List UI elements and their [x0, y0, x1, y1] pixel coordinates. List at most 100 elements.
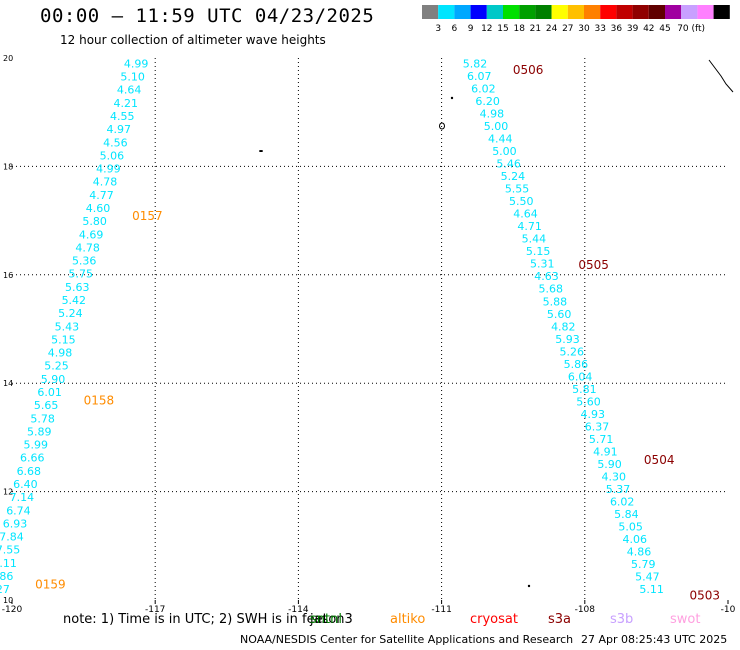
swh-value: 5.99 [23, 439, 48, 452]
swh-value: 6.04 [568, 370, 593, 383]
scale-swatch [438, 5, 455, 19]
footer-timestamp: 27 Apr 08:25:43 UTC 2025 [581, 633, 728, 646]
swh-value: 4.86 [627, 546, 652, 559]
satellite-legend: jason3 sntnl altiko cryosat s3a s3b swot [0, 612, 740, 630]
footer-credit: NOAA/NESDIS Center for Satellite Applica… [240, 633, 574, 646]
swh-value: 6.01 [37, 386, 62, 399]
swh-value: 6.74 [6, 504, 31, 517]
swh-value: 4.91 [593, 445, 618, 458]
swh-value: 5.15 [51, 333, 76, 346]
island [439, 122, 445, 130]
scale-label: 30 [578, 24, 590, 34]
scale-swatch [567, 5, 584, 19]
swh-value: 5.46 [496, 158, 521, 171]
swh-value: 4.30 [602, 471, 627, 484]
scale-label: 27 [562, 24, 573, 34]
y-tick-label: 20 [3, 54, 13, 63]
scale-label: 18 [513, 24, 525, 34]
swh-value: 6.07 [467, 70, 492, 83]
chart-title: 00:00 — 11:59 UTC 04/23/2025 [40, 5, 375, 27]
scale-swatch [470, 5, 487, 19]
swh-value: 5.42 [62, 294, 87, 307]
swh-value: 4.56 [103, 136, 128, 149]
swh-value: 5.25 [44, 360, 69, 373]
swh-value: 7.55 [0, 544, 20, 557]
scale-swatch [697, 5, 714, 19]
swh-value: 4.97 [107, 123, 132, 136]
swh-value: 5.89 [27, 425, 52, 438]
island [259, 150, 263, 152]
x-tick-label: -111 [431, 605, 451, 615]
scale-label: 24 [546, 24, 558, 34]
pass-time-label: 0503 [689, 589, 720, 603]
scale-swatch [535, 5, 552, 19]
y-tick-label: 10 [3, 596, 13, 605]
island [527, 584, 531, 588]
scale-swatch [713, 5, 730, 19]
scale-label: 9 [468, 24, 474, 34]
swh-value: 6.20 [475, 95, 500, 108]
coastline [708, 59, 734, 93]
pass-time-label: 0506 [513, 63, 544, 77]
swh-value: 5.81 [572, 383, 597, 396]
island [450, 96, 454, 100]
scale-label: 42 [643, 24, 654, 34]
swh-value: 6.93 [3, 517, 28, 530]
scale-label: 15 [497, 24, 508, 34]
swh-value: 8.11 [0, 557, 17, 570]
swh-value: 5.80 [82, 215, 107, 228]
swh-value: 5.82 [463, 57, 488, 70]
scale-swatch [422, 5, 439, 19]
swh-value: 5.31 [530, 258, 555, 271]
swh-value: 5.37 [606, 483, 631, 496]
swh-value: 5.10 [120, 71, 145, 84]
scale-swatch [486, 5, 503, 19]
swh-value: 5.84 [614, 508, 639, 521]
chart-subtitle: 12 hour collection of altimeter wave hei… [60, 33, 326, 47]
swh-value: 5.36 [72, 255, 97, 268]
swh-value: 4.78 [93, 176, 118, 189]
scale-label: 33 [594, 24, 605, 34]
swh-value: 4.64 [117, 84, 142, 97]
swh-value: 5.55 [505, 183, 530, 196]
x-tick-label: -117 [145, 605, 165, 615]
swh-value: 7.27 [0, 583, 10, 596]
swh-value: 6.68 [17, 465, 42, 478]
swh-value: 5.90 [41, 373, 66, 386]
scale-swatch [632, 5, 649, 19]
swh-value: 4.78 [75, 241, 100, 254]
scale-swatch [584, 5, 601, 19]
x-tick-label: -120 [2, 605, 23, 615]
swh-value: 4.93 [581, 408, 606, 421]
swh-value: 4.06 [623, 533, 648, 546]
scale-swatch [503, 5, 520, 19]
y-tick-label: 14 [3, 379, 13, 388]
swh-value: 5.65 [34, 399, 59, 412]
swh-value: 4.21 [113, 97, 138, 110]
swh-value: 5.24 [501, 170, 526, 183]
y-tick-label: 16 [3, 271, 13, 280]
pass-time-label: 0504 [644, 453, 675, 467]
swh-value: 4.60 [86, 202, 111, 215]
swh-value: 5.75 [68, 268, 93, 281]
swh-value: 5.68 [538, 283, 563, 296]
swh-value: 4.98 [48, 347, 73, 360]
swh-value: 5.60 [576, 395, 601, 408]
swh-value: 6.02 [471, 82, 496, 95]
swh-value: 5.90 [597, 458, 622, 471]
swh-value: 4.55 [110, 110, 135, 123]
satellite-legend-item: cryosat [470, 612, 518, 627]
swh-value: 4.64 [513, 208, 538, 221]
swh-value: 4.99 [124, 57, 149, 70]
x-tick-label: -114 [288, 605, 309, 615]
scale-swatch [454, 5, 471, 19]
scale-swatch [665, 5, 682, 19]
scale-swatch [600, 5, 617, 19]
swh-value: 5.71 [589, 433, 614, 446]
swh-value: 5.00 [484, 120, 509, 133]
swh-value: 4.98 [480, 107, 505, 120]
note-text: note: 1) Time is in UTC; 2) SWH is in fe… [63, 612, 328, 627]
swh-value: 5.93 [555, 333, 580, 346]
y-tick-label: 18 [3, 162, 13, 171]
swh-value: 7.14 [10, 491, 35, 504]
